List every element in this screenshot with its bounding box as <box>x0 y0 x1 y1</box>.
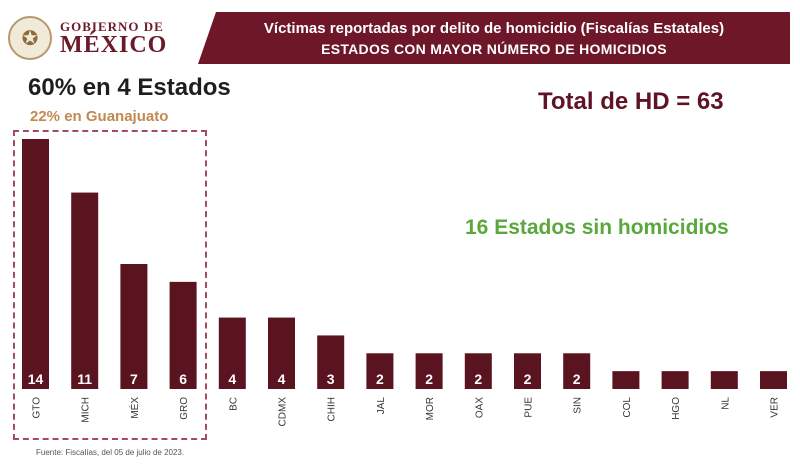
tick-label-nl: NL <box>720 397 731 410</box>
tick-label-mor: MOR <box>425 397 436 420</box>
gobierno-logo: ✪ GOBIERNO DE MÉXICO <box>8 14 193 62</box>
tick-label-pue: PUE <box>524 397 535 418</box>
bar-gro <box>169 281 197 389</box>
tick-label-chih: CHIH <box>327 397 338 421</box>
bar-sin <box>563 353 591 389</box>
source-note: Fuente: Fiscalías, del 05 de julio de 20… <box>36 448 185 457</box>
tick-label-bc: BC <box>228 397 239 411</box>
headline: 60% en 4 Estados <box>28 74 231 101</box>
data-label-mor: 2 <box>425 371 433 387</box>
tick-label-cdmx: CDMX <box>278 397 289 427</box>
tick-label-méx: MÉX <box>128 397 141 419</box>
bar-cdmx <box>268 317 295 389</box>
tick-label-gto: GTO <box>32 397 43 419</box>
data-label-gto: 14 <box>28 371 44 387</box>
tick-label-mich: MICH <box>81 397 92 423</box>
bar-nl <box>710 371 738 389</box>
bar-oax <box>464 353 492 389</box>
data-label-sin: 2 <box>573 371 581 387</box>
data-label-oax: 2 <box>474 371 482 387</box>
bar-col <box>612 371 640 389</box>
logo-line-2: MÉXICO <box>60 31 168 58</box>
data-label-bc: 4 <box>228 371 236 387</box>
data-label-chih: 3 <box>327 371 335 387</box>
bar-méx <box>120 264 148 389</box>
bar-gto <box>22 139 49 389</box>
bar-ver <box>760 371 787 389</box>
data-label-jal: 2 <box>376 371 384 387</box>
bar-jal <box>366 353 394 389</box>
top-four-highlight-box <box>13 130 207 440</box>
tick-label-sin: SIN <box>573 397 584 414</box>
bar-pue <box>514 353 541 389</box>
no-homicides-label: 16 Estados sin homicidios <box>465 216 729 239</box>
data-label-méx: 7 <box>130 371 138 387</box>
total-label: Total de HD = 63 <box>538 88 724 115</box>
tick-label-oax: OAX <box>474 397 485 418</box>
tick-label-ver: VER <box>770 397 781 418</box>
data-label-gro: 6 <box>179 371 187 387</box>
logo-line-1: GOBIERNO DE <box>60 18 164 34</box>
bar-chih <box>317 335 345 389</box>
bar-hgo <box>661 371 689 389</box>
bar-mich <box>71 192 99 389</box>
header-subtitle: ESTADOS CON MAYOR NÚMERO DE HOMICIDIOS <box>321 40 667 57</box>
tick-label-hgo: HGO <box>671 397 682 420</box>
header-title: Víctimas reportadas por delito de homici… <box>263 19 725 37</box>
bar-bc <box>218 317 246 389</box>
header-band: Víctimas reportadas por delito de homici… <box>198 12 790 64</box>
national-emblem-icon: ✪ <box>8 16 52 60</box>
tick-label-jal: JAL <box>376 397 387 415</box>
bar-mor <box>415 353 443 389</box>
data-label-pue: 2 <box>524 371 532 387</box>
sub-headline: 22% en Guanajuato <box>30 108 169 125</box>
logo-text: GOBIERNO DE MÉXICO <box>60 20 167 57</box>
tick-label-gro: GRO <box>179 397 190 420</box>
tick-label-col: COL <box>622 397 633 418</box>
data-label-cdmx: 4 <box>278 371 286 387</box>
data-label-mich: 11 <box>77 371 92 387</box>
